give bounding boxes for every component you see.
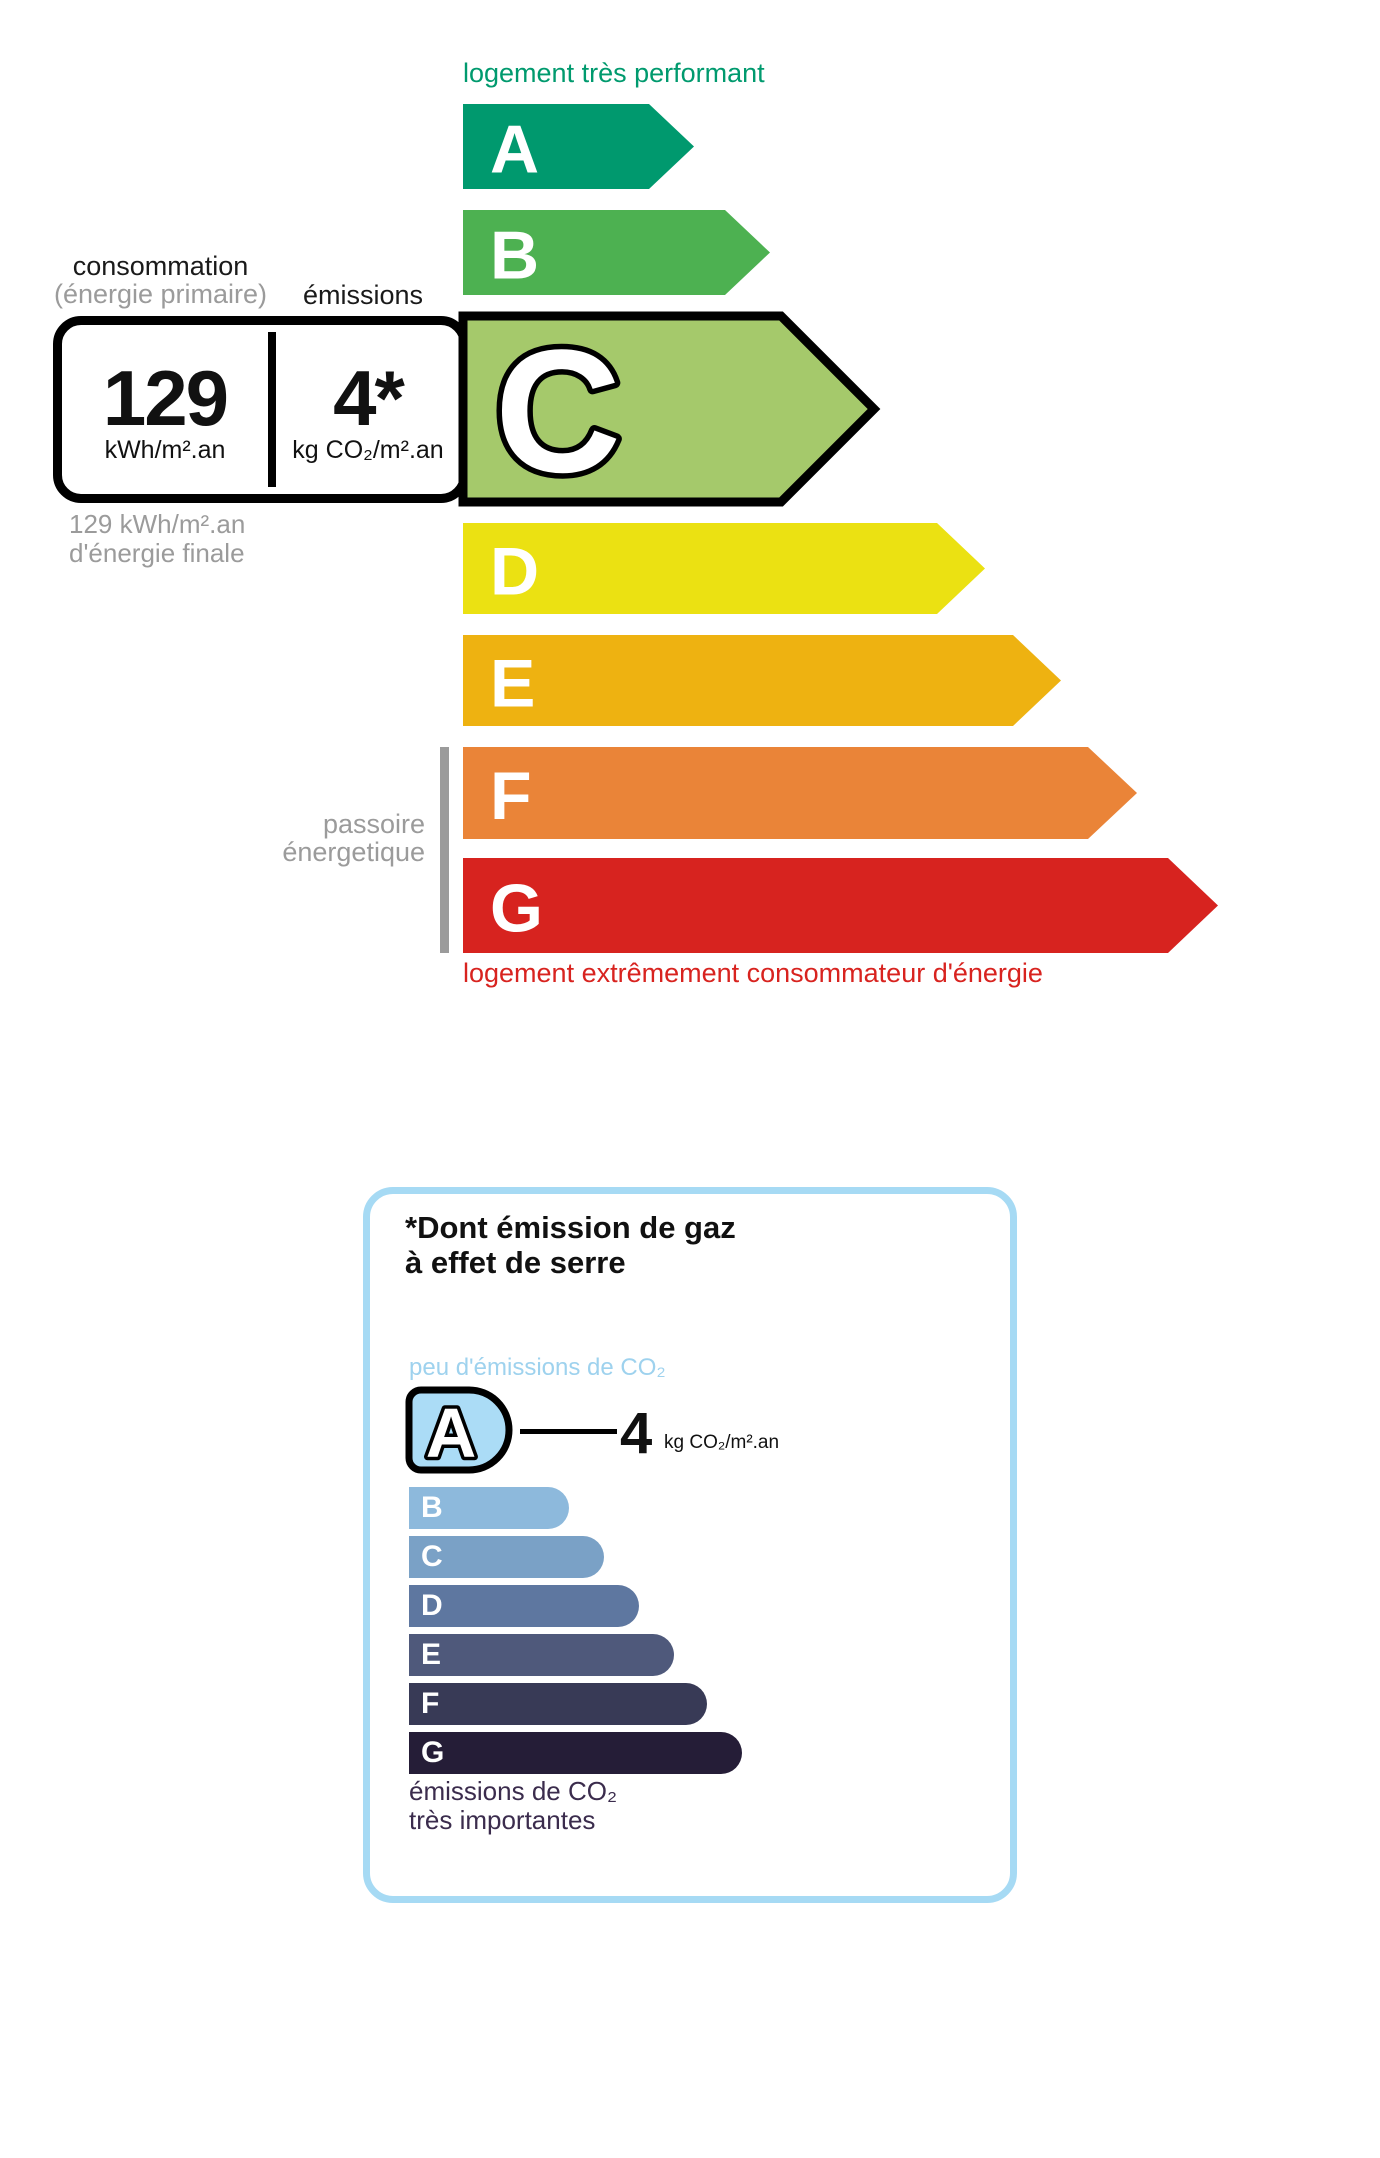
energy-band-C-letter: C [495, 315, 621, 510]
top-performance-label: logement très performant [463, 58, 765, 88]
energy-band-B-arrow [463, 210, 770, 295]
energy-value-cell: 129 kWh/m².an [62, 325, 268, 494]
co2-unit: kg CO₂/m².an [292, 435, 444, 464]
co2-band-A-shape [405, 1386, 513, 1474]
co2-band-F: F [409, 1683, 707, 1725]
consumption-header-title: consommation [72, 251, 249, 281]
co2-panel-title: *Dont émission de gaz à effet de serre [405, 1210, 736, 1280]
co2-band-F-letter: F [421, 1687, 440, 1720]
energy-band-E-letter: E [490, 646, 535, 722]
co2-low-emissions-label: peu d'émissions de CO₂ [409, 1354, 666, 1381]
co2-band-B-letter: B [421, 1491, 443, 1524]
co2-high-emissions-line2: très importantes [409, 1805, 596, 1835]
co2-band-C-letter: C [421, 1540, 443, 1573]
energy-band-F-letter: F [490, 758, 532, 834]
energy-sieve-label-line2: énergetique [282, 837, 425, 867]
co2-band-E-letter: E [421, 1638, 442, 1671]
energy-band-E: E [463, 635, 1061, 726]
dpe-value-box: 129 kWh/m².an 4* kg CO₂/m².an [53, 316, 469, 503]
co2-value-connector-line [520, 1429, 617, 1434]
energy-value: 129 [102, 353, 229, 442]
co2-value: 4* [333, 353, 405, 442]
energy-band-D: D [463, 523, 985, 614]
energy-band-B: B [463, 210, 770, 295]
energy-band-G-arrow [463, 858, 1218, 953]
co2-band-A-letter: A [426, 1394, 477, 1472]
consumption-header: consommation (énergie primaire) [53, 252, 268, 308]
energy-band-F-arrow [463, 747, 1137, 839]
co2-band-A-badge: A [405, 1386, 513, 1476]
co2-panel-title-line2: à effet de serre [405, 1245, 626, 1280]
co2-panel: *Dont émission de gaz à effet de serre p… [363, 1187, 1017, 1903]
energy-sieve-marker-bar [440, 747, 449, 953]
energy-band-E-arrow [463, 635, 1061, 726]
energy-sieve-label-line1: passoire [322, 809, 425, 839]
consumption-header-sub: (énergie primaire) [53, 279, 268, 309]
energy-band-A-letter: A [490, 112, 539, 188]
energy-band-F: F [463, 747, 1137, 839]
co2-high-emissions-line1: émissions de CO₂ [409, 1776, 618, 1806]
energy-band-D-letter: D [490, 534, 539, 610]
energy-band-D-arrow [463, 523, 985, 614]
high-consumption-label: logement extrêmement consommateur d'éner… [463, 958, 1043, 988]
energy-band-A-arrow [463, 104, 694, 189]
co2-high-emissions-label: émissions de CO₂ très importantes [409, 1777, 617, 1835]
co2-value-cell: 4* kg CO₂/m².an [276, 325, 460, 494]
co2-panel-title-line1: *Dont émission de gaz [405, 1210, 736, 1245]
final-energy-note-line2: d'énergie finale [69, 538, 245, 568]
emissions-header: émissions [303, 280, 424, 310]
co2-band-C: C [409, 1536, 604, 1578]
energy-band-C: C [458, 309, 881, 515]
energy-band-A: A [463, 104, 694, 189]
energy-sieve-label: passoire énergetique [65, 810, 425, 866]
energy-band-C-arrow [458, 311, 881, 507]
co2-panel-value-unit: kg CO₂/m².an [664, 1432, 780, 1453]
value-box-divider [268, 332, 276, 487]
energy-band-G-letter: G [490, 871, 543, 947]
co2-band-D: D [409, 1585, 639, 1627]
co2-panel-value: 4 [620, 1401, 653, 1466]
final-energy-note: 129 kWh/m².an d'énergie finale [69, 510, 245, 568]
co2-band-E: E [409, 1634, 674, 1676]
energy-unit: kWh/m².an [104, 435, 226, 464]
co2-band-G-letter: G [421, 1736, 445, 1769]
co2-band-B: B [409, 1487, 569, 1529]
co2-band-D-letter: D [421, 1589, 443, 1622]
final-energy-note-line1: 129 kWh/m².an [69, 509, 246, 539]
co2-band-G: G [409, 1732, 742, 1774]
energy-band-G: G [463, 858, 1218, 953]
energy-band-B-letter: B [490, 218, 539, 294]
